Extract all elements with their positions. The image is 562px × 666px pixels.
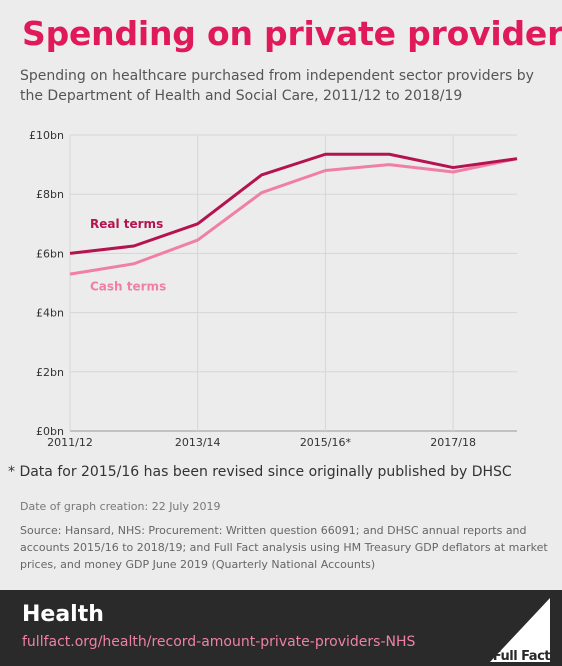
x-tick-label: 2017/18 — [430, 436, 476, 449]
chart-subtitle: Spending on healthcare purchased from in… — [20, 68, 534, 104]
full-fact-logo-text: Full Fact — [492, 649, 551, 664]
y-tick-label: £6bn — [36, 247, 64, 260]
footer-bar: Health fullfact.org/health/record-amount… — [0, 590, 562, 666]
full-fact-logo-icon — [490, 598, 550, 662]
x-tick-label: 2011/12 — [47, 436, 93, 449]
chart-title: Spending on private providers — [22, 14, 562, 53]
source-note: Source: Hansard, NHS: Procurement: Writt… — [20, 524, 548, 571]
graph-creation-date: Date of graph creation: 22 July 2019 — [20, 500, 221, 513]
footer-section-title: Health — [22, 602, 104, 627]
footnote: * Data for 2015/16 has been revised sinc… — [8, 464, 512, 480]
y-tick-label: £4bn — [36, 307, 64, 320]
y-tick-label: £0bn — [36, 425, 64, 438]
y-tick-label: £8bn — [36, 188, 64, 201]
series-label-cash-terms: Cash terms — [90, 279, 166, 293]
series-line-real-terms — [69, 152, 518, 255]
x-tick-label: 2013/14 — [175, 436, 221, 449]
x-tick-label: 2015/16* — [300, 436, 352, 449]
series-line-cash-terms — [69, 157, 518, 276]
series-label-real-terms: Real terms — [90, 217, 163, 231]
line-chart: £0bn £2bn £4bn £6bn £8bn £10bn 2011/12 2013/14 2… — [29, 129, 518, 449]
y-tick-label: £10bn — [29, 129, 64, 142]
y-tick-label: £2bn — [36, 366, 64, 379]
article-link[interactable]: fullfact.org/health/record-amount-privat… — [22, 634, 416, 650]
